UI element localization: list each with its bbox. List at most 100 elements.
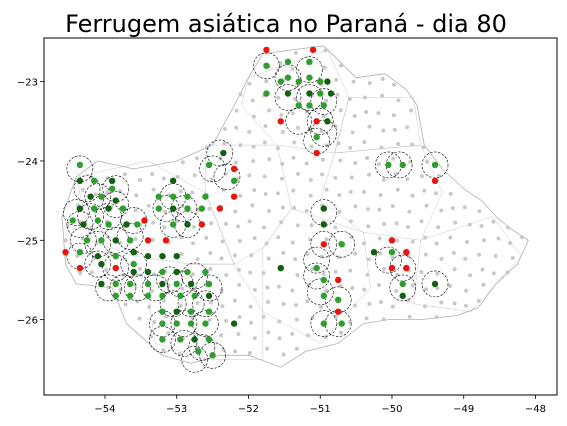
station-marker: [279, 220, 284, 225]
radius-circle: [177, 290, 205, 318]
data-point-green: [98, 237, 105, 244]
y-axis: −23 −24 −25 −26: [17, 78, 44, 327]
station-marker: [405, 125, 410, 130]
station-marker: [376, 111, 381, 116]
data-point-dark-green: [173, 268, 180, 276]
data-point-dark-green: [159, 280, 166, 288]
station-marker: [276, 95, 281, 100]
station-marker: [324, 143, 329, 148]
station-marker: [175, 219, 180, 224]
station-marker: [267, 157, 272, 162]
station-marker: [263, 191, 268, 196]
station-marker: [209, 177, 214, 182]
radius-circle: [195, 274, 223, 302]
station-marker: [395, 238, 400, 243]
station-marker: [434, 191, 439, 196]
station-marker: [233, 349, 238, 354]
data-point-dark-green: [324, 118, 331, 125]
station-marker: [467, 222, 472, 227]
data-point-green: [112, 280, 119, 288]
station-marker: [291, 155, 296, 160]
station-marker: [280, 129, 285, 134]
data-point-green: [338, 320, 345, 327]
station-marker: [161, 348, 166, 353]
data-point-dark-green: [169, 205, 177, 212]
data-point-green: [187, 308, 195, 315]
x-tick-label: −52: [238, 404, 259, 415]
station-marker: [382, 221, 387, 226]
radius-circle: [181, 345, 208, 373]
station-marker: [423, 252, 428, 257]
state-border: [61, 45, 529, 368]
station-marker: [247, 350, 252, 355]
station-marker: [482, 238, 487, 243]
station-marker: [220, 239, 225, 244]
station-marker: [133, 208, 138, 213]
station-marker: [264, 241, 269, 246]
x-axis: −54 −53 −52 −51 −50 −49 −48: [94, 395, 546, 415]
station-marker: [505, 270, 510, 275]
data-point-green: [195, 348, 202, 355]
station-marker: [452, 267, 457, 272]
data-point-dark-green: [169, 177, 177, 184]
radius-circle: [296, 56, 323, 84]
region-outline: [413, 216, 522, 312]
data-point-green: [91, 177, 98, 184]
data-point-green: [169, 193, 177, 200]
station-marker: [362, 95, 367, 100]
station-marker: [376, 162, 381, 167]
station-marker: [468, 273, 473, 278]
station-marker: [224, 221, 229, 226]
station-marker: [390, 304, 395, 309]
data-point-dark-green: [370, 249, 378, 256]
station-marker: [279, 176, 284, 181]
station-marker: [290, 66, 295, 71]
station-marker: [180, 286, 185, 291]
station-marker: [348, 219, 353, 224]
radius-circle: [310, 119, 338, 147]
station-marker: [219, 333, 224, 338]
station-marker: [293, 257, 298, 262]
station-marker: [352, 114, 357, 119]
station-marker: [424, 159, 429, 164]
station-marker: [480, 267, 485, 272]
station-marker: [463, 256, 468, 261]
data-point-dark-green: [320, 205, 328, 212]
station-marker: [295, 171, 300, 176]
station-marker: [238, 143, 243, 148]
radius-circle: [95, 274, 122, 302]
station-marker: [434, 241, 439, 246]
station-marker: [353, 160, 358, 165]
data-point-dark-green: [112, 197, 119, 204]
station-marker: [305, 299, 310, 304]
data-point-green: [313, 133, 320, 141]
station-marker: [163, 209, 168, 214]
station-marker: [348, 189, 353, 194]
station-marker: [63, 238, 68, 243]
station-marker: [178, 303, 183, 308]
station-marker: [151, 187, 156, 192]
station-marker: [377, 207, 382, 212]
data-point-green: [388, 249, 396, 256]
station-marker: [89, 270, 94, 275]
station-marker: [390, 255, 395, 260]
data-point-dark-green: [94, 252, 102, 260]
station-marker: [146, 203, 151, 208]
station-marker: [262, 140, 267, 145]
station-marker: [233, 209, 238, 214]
station-marker: [106, 285, 111, 290]
station-marker: [304, 161, 309, 166]
radius-circle: [192, 290, 219, 318]
data-point-green: [205, 336, 213, 343]
station-marker: [238, 92, 243, 97]
station-marker: [379, 300, 384, 305]
station-marker: [362, 139, 367, 144]
y-tick-label: −24: [17, 157, 38, 168]
station-marker: [221, 347, 226, 352]
radius-circle: [306, 278, 334, 306]
data-point-green: [159, 292, 166, 300]
data-point-green: [202, 193, 209, 200]
station-marker: [334, 314, 339, 319]
station-marker: [150, 172, 155, 177]
station-marker: [238, 193, 243, 198]
